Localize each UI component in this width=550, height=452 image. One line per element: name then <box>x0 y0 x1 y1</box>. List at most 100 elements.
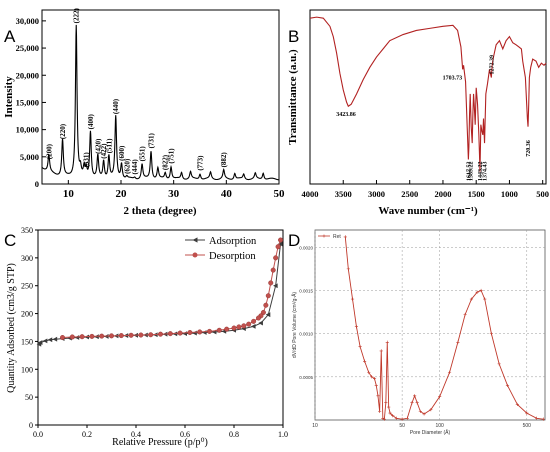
c-desorption-point <box>241 323 247 329</box>
a-peak-label: (420) <box>94 138 102 154</box>
c-adsorption-point <box>251 323 256 329</box>
d-point-marker <box>354 325 359 329</box>
b-peak-label: 1617.52 <box>466 162 472 182</box>
b-peak-label: 1374.43 <box>483 162 489 182</box>
a-peak-label: (551) <box>139 146 147 162</box>
a-xtick-label: 20 <box>116 188 128 200</box>
d-point-marker <box>463 313 467 317</box>
d-point-marker <box>469 297 474 301</box>
b-peak-label: 1703.73 <box>443 75 463 81</box>
a-peak-label: (440) <box>112 98 120 114</box>
a-peak-label: (222) <box>73 7 81 23</box>
d-xtick-label: 100 <box>435 423 444 429</box>
a-ytick-label: 0 <box>35 179 39 189</box>
d-point-marker <box>415 401 419 405</box>
a-xtick-label: 50 <box>274 188 286 200</box>
c-desorption-point <box>89 333 95 339</box>
d-point-marker <box>541 417 546 421</box>
c-desorption-point <box>157 331 163 337</box>
d-point-marker <box>447 370 452 375</box>
a-peak-label: (882) <box>220 152 228 168</box>
c-desorption-point <box>265 293 271 299</box>
a-peak-label: (600) <box>118 145 126 161</box>
b-xtick-label: 3500 <box>335 189 352 199</box>
panel-a-xrd-chart: A 10 20 30 40 50 0 5,000 10,000 15,000 20,000 25,0… <box>3 7 285 217</box>
c-desorption-point <box>275 244 281 250</box>
panel-a-xlabel: 2 theta (degree) <box>123 205 196 217</box>
c-desorption-point <box>206 328 212 334</box>
panel-b-letter: B <box>288 27 299 46</box>
c-ytick-label: 250 <box>21 282 33 291</box>
c-desorption-point <box>138 332 144 338</box>
c-adsorption-point <box>265 312 271 318</box>
d-point-marker <box>400 417 404 421</box>
c-desorption-point <box>148 332 154 338</box>
b-peak-label: 720.36 <box>526 140 532 157</box>
a-peak-label: (751) <box>168 148 176 164</box>
c-desorption-point <box>108 333 114 339</box>
c-xtick-label: 0.0 <box>33 430 43 439</box>
b-xtick-label: 3000 <box>368 189 385 199</box>
d-ytick-label: 0.0005 <box>299 375 313 380</box>
panel-b-plot-frame <box>309 9 547 185</box>
d-point-marker <box>363 359 367 363</box>
a-peak-label: (731) <box>148 133 156 149</box>
c-adsorption-point <box>37 340 43 345</box>
c-desorption-point <box>216 327 222 333</box>
c-desorption-point <box>69 334 75 340</box>
c-desorption-point <box>79 334 85 340</box>
a-xtick-label: 10 <box>63 188 75 200</box>
d-point-marker <box>422 412 426 416</box>
panel-d-pore-size-chart: D 10 50 100 500 0.0005 0.0010 0.0015 0.0020 Ret… <box>288 229 546 436</box>
c-legend-marker <box>192 237 198 243</box>
c-desorption-point <box>268 280 274 286</box>
d-point-marker <box>376 394 380 398</box>
b-xtick-label: 500 <box>536 189 549 199</box>
a-ytick-label: 10,000 <box>16 125 39 135</box>
b-xtick-label: 4000 <box>302 189 319 199</box>
panel-b-ftir-chart: B 4000 3500 3000 2500 2000 1500 1000 500 3423.8… <box>287 9 549 217</box>
b-peak-label: 1272.39 <box>489 55 495 75</box>
panel-d-letter: D <box>288 231 300 250</box>
d-ytick-label: 0.0010 <box>299 332 313 337</box>
panel-d-ylabel: dV/dD Pore Volume (cm³/g·Å) <box>291 292 298 358</box>
d-point-marker <box>346 267 350 271</box>
a-xtick-label: 30 <box>168 188 180 200</box>
d-point-marker <box>413 394 417 398</box>
c-desorption-point <box>187 330 193 336</box>
panel-a-ylabel: Intensity <box>3 76 15 118</box>
c-desorption-point <box>118 333 124 339</box>
d-point-marker <box>343 235 347 239</box>
c-ytick-label: 50 <box>25 393 33 402</box>
a-ytick-label: 5,000 <box>20 152 39 162</box>
d-point-marker <box>388 411 392 415</box>
c-desorption-point <box>231 325 237 331</box>
c-desorption-point <box>60 335 66 341</box>
d-point-marker <box>367 370 371 375</box>
d-legend-marker <box>322 234 326 238</box>
c-desorption-point <box>197 329 203 335</box>
c-xtick-label: 1.0 <box>278 430 288 439</box>
d-point-marker <box>489 332 493 336</box>
a-xtick-label: 40 <box>221 188 233 200</box>
c-xtick-label: 0.8 <box>229 430 239 439</box>
panel-c-xlabel: Relative Pressure (p/p⁰) <box>112 437 208 448</box>
d-point-marker <box>350 297 355 301</box>
a-peak-label: (400) <box>87 114 95 130</box>
c-desorption-point <box>260 309 266 315</box>
c-ytick-label: 100 <box>21 365 33 374</box>
d-point-marker <box>405 416 409 420</box>
a-peak-label: (620) <box>123 158 131 174</box>
c-adsorption-point <box>273 283 278 289</box>
a-ytick-label: 30,000 <box>16 16 39 26</box>
c-adsorption-point <box>258 320 263 326</box>
a-peak-label: (822) <box>162 154 170 170</box>
c-legend-marker <box>192 252 198 258</box>
d-point-marker <box>384 401 388 405</box>
c-desorption-point <box>263 302 269 308</box>
d-point-marker <box>385 340 389 344</box>
c-desorption-point <box>246 321 252 327</box>
c-desorption-point <box>251 318 257 324</box>
a-xrd-line <box>41 24 280 181</box>
